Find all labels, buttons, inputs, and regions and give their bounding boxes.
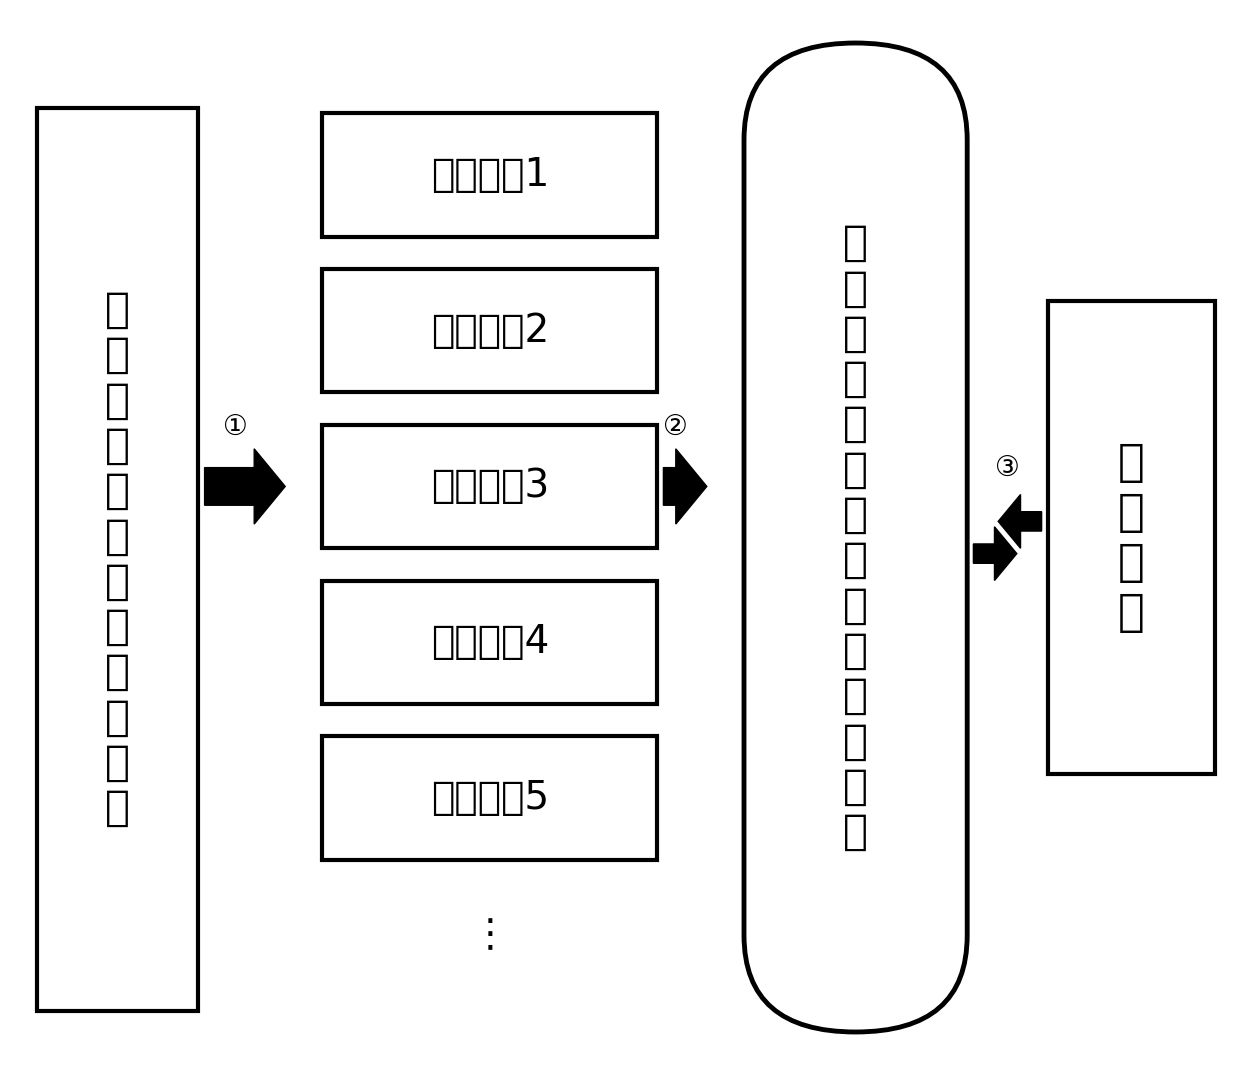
FancyBboxPatch shape: [322, 580, 657, 704]
FancyArrow shape: [205, 449, 285, 524]
Text: ⋮: ⋮: [470, 916, 510, 955]
Text: 本地模型4: 本地模型4: [430, 624, 549, 661]
FancyArrow shape: [973, 527, 1017, 580]
FancyBboxPatch shape: [744, 43, 967, 1032]
Text: 数
据
中
心: 数 据 中 心: [1118, 442, 1145, 633]
Text: ①: ①: [223, 413, 248, 442]
Text: 本地模型2: 本地模型2: [430, 312, 549, 349]
FancyBboxPatch shape: [1048, 301, 1215, 774]
Text: 智
能
电
表
采
集
数
据
公
共
特
征
提
取: 智 能 电 表 采 集 数 据 公 共 特 征 提 取: [843, 223, 868, 852]
Text: ③: ③: [994, 454, 1021, 482]
Text: 本地模型5: 本地模型5: [430, 779, 549, 817]
Text: 本地模型1: 本地模型1: [430, 156, 549, 194]
FancyBboxPatch shape: [322, 736, 657, 860]
Text: 本地模型3: 本地模型3: [430, 468, 549, 505]
FancyBboxPatch shape: [37, 108, 198, 1010]
FancyArrow shape: [998, 494, 1042, 548]
FancyBboxPatch shape: [322, 425, 657, 548]
Text: 智
能
电
表
集
群
计
量
采
集
数
据: 智 能 电 表 集 群 计 量 采 集 数 据: [105, 289, 130, 829]
FancyArrow shape: [663, 449, 707, 524]
Text: ②: ②: [663, 413, 688, 442]
FancyBboxPatch shape: [322, 269, 657, 392]
FancyBboxPatch shape: [322, 113, 657, 236]
